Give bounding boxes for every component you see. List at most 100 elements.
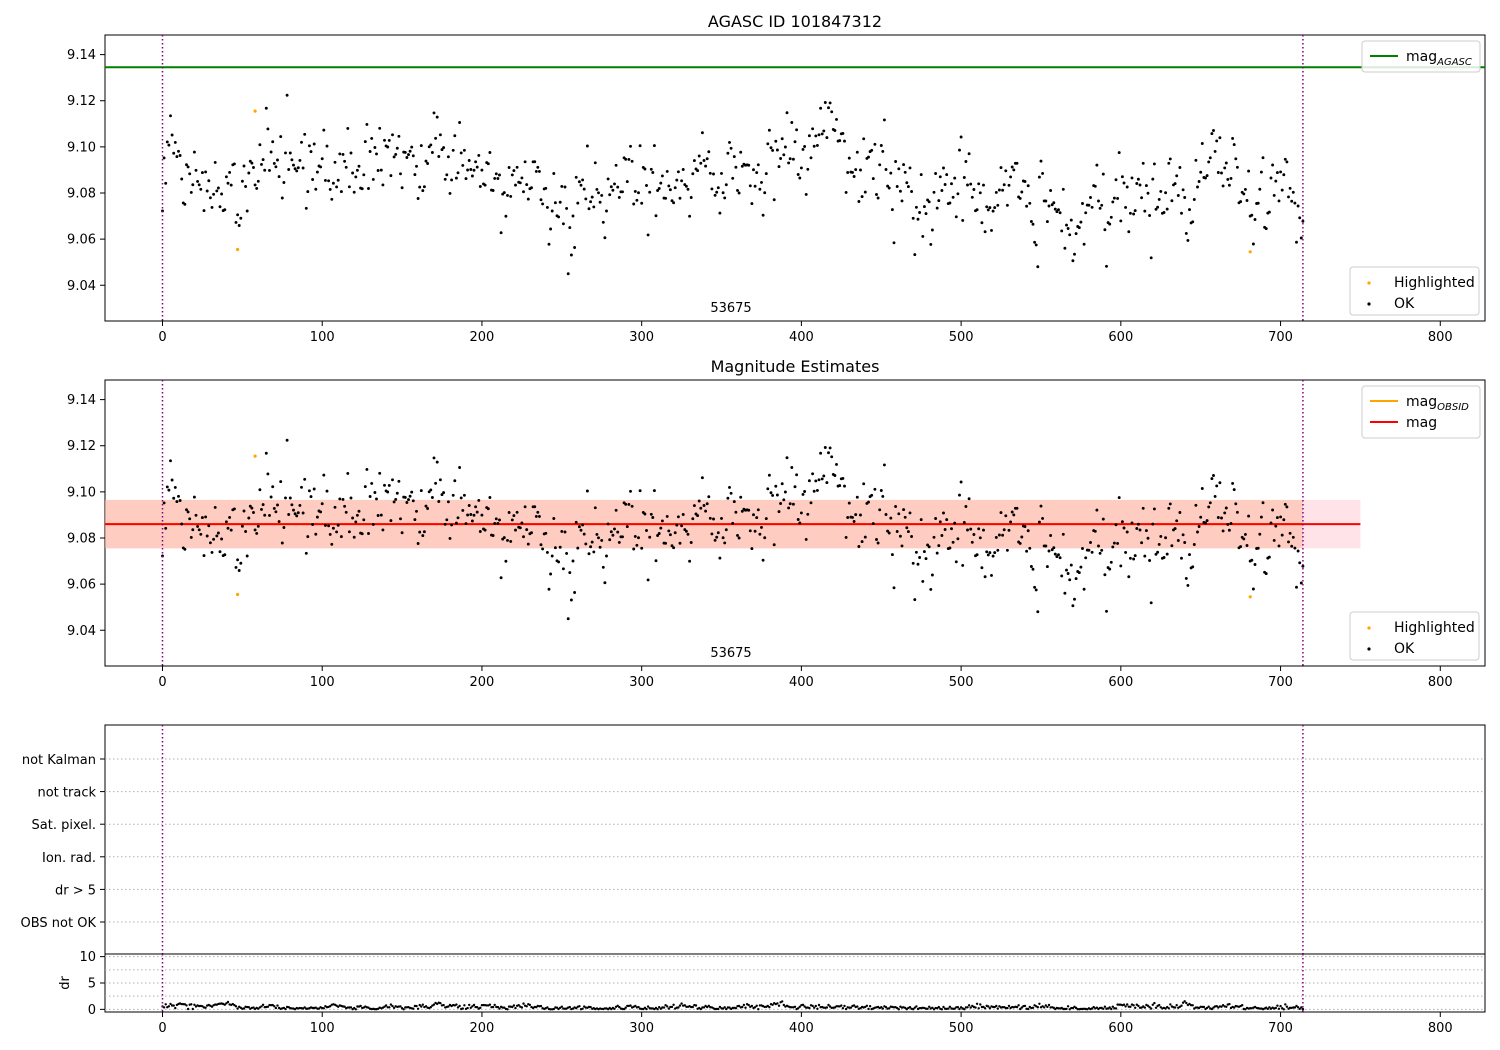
ok-point: [895, 530, 899, 533]
ok-point: [530, 531, 533, 535]
ok-point: [1291, 190, 1295, 194]
ok-point: [526, 542, 530, 546]
ok-point: [1253, 218, 1257, 221]
x-tick-label: 500: [949, 1021, 974, 1036]
ok-point: [1041, 171, 1045, 175]
ok-point: [338, 152, 342, 156]
dr-point: [506, 1008, 509, 1011]
dr-point: [1122, 1003, 1126, 1006]
ok-point: [767, 473, 771, 477]
ok-point: [207, 524, 211, 528]
dr-point: [755, 1004, 758, 1007]
ok-point: [1243, 532, 1247, 536]
ok-point: [649, 167, 653, 171]
ok-point: [844, 535, 848, 539]
ok-point: [239, 561, 243, 565]
dr-point: [1043, 1006, 1046, 1009]
ok-point: [488, 496, 492, 499]
dr-point: [996, 1007, 999, 1010]
ok-point: [994, 190, 998, 194]
ok-point: [475, 510, 479, 514]
ok-point: [167, 488, 171, 492]
ok-point: [239, 216, 243, 220]
ok-point: [1117, 496, 1121, 500]
ok-point: [558, 545, 562, 549]
ok-point: [296, 511, 300, 515]
ok-point: [496, 177, 500, 180]
dr-point: [618, 1005, 621, 1009]
ok-point: [1207, 505, 1211, 509]
ok-point: [672, 546, 676, 550]
ok-point: [309, 495, 313, 499]
ok-point: [421, 189, 425, 193]
ok-point: [410, 490, 414, 494]
ok-point: [298, 158, 302, 162]
ok-point: [413, 518, 417, 522]
dr-point: [753, 1006, 757, 1009]
ok-point: [603, 581, 607, 585]
dr-point: [1126, 1003, 1129, 1006]
ok-point: [632, 547, 636, 551]
ok-point: [1045, 565, 1049, 569]
ok-point: [889, 516, 893, 520]
ok-point: [643, 167, 647, 171]
ok-point: [657, 187, 661, 190]
dr-point: [884, 1006, 888, 1009]
ok-point: [263, 168, 267, 172]
dr-point: [988, 1007, 992, 1010]
ok-point: [202, 554, 206, 558]
y-tick-label: 9.14: [67, 393, 96, 408]
ok-point: [1057, 553, 1060, 557]
ok-point: [303, 132, 307, 136]
ok-point: [1103, 228, 1107, 232]
ok-point: [718, 211, 722, 215]
ok-point: [691, 172, 695, 176]
dr-point: [888, 1007, 891, 1010]
dr-point: [412, 1007, 415, 1010]
ok-point: [1005, 548, 1009, 552]
ok-point: [1197, 180, 1201, 183]
ok-point: [226, 181, 230, 185]
x-tick-label: 100: [310, 1021, 335, 1036]
dr-point: [662, 1006, 666, 1009]
ok-point: [648, 190, 652, 194]
ok-point: [1036, 265, 1040, 269]
y-tick-label: 0: [88, 1003, 96, 1018]
ok-point: [1205, 519, 1209, 523]
ok-point: [953, 176, 957, 180]
ok-point: [1282, 518, 1286, 522]
ok-point: [1007, 528, 1011, 532]
ok-point: [924, 557, 928, 561]
ok-point: [857, 200, 861, 203]
dr-point: [840, 1004, 843, 1007]
ok-point: [766, 487, 770, 491]
ok-point: [480, 513, 484, 517]
ok-point: [645, 184, 648, 187]
ok-point: [234, 565, 238, 569]
ok-point: [645, 529, 648, 532]
ok-point: [1004, 514, 1008, 518]
ok-point: [788, 502, 792, 506]
ok-point: [815, 488, 819, 492]
ok-point: [783, 490, 787, 494]
ok-point: [736, 533, 739, 537]
ok-point: [170, 133, 174, 137]
ok-point: [347, 185, 351, 189]
dr-point: [1268, 1006, 1271, 1009]
ok-point: [451, 493, 455, 497]
ok-point: [1009, 520, 1013, 524]
ok-point: [1212, 129, 1215, 132]
ok-point: [383, 483, 386, 487]
dr-point: [1110, 1007, 1113, 1011]
ok-point: [855, 495, 859, 499]
x-tick-label: 100: [310, 330, 335, 345]
ok-point: [1221, 184, 1225, 188]
ok-point: [394, 497, 398, 501]
dr-point: [1244, 1008, 1247, 1011]
flag-label: not track: [37, 786, 96, 801]
dr-point: [915, 1005, 918, 1008]
ok-point: [728, 140, 731, 144]
highlighted-point: [1248, 250, 1252, 254]
ok-point: [927, 200, 931, 204]
dr-point: [1167, 1007, 1171, 1010]
